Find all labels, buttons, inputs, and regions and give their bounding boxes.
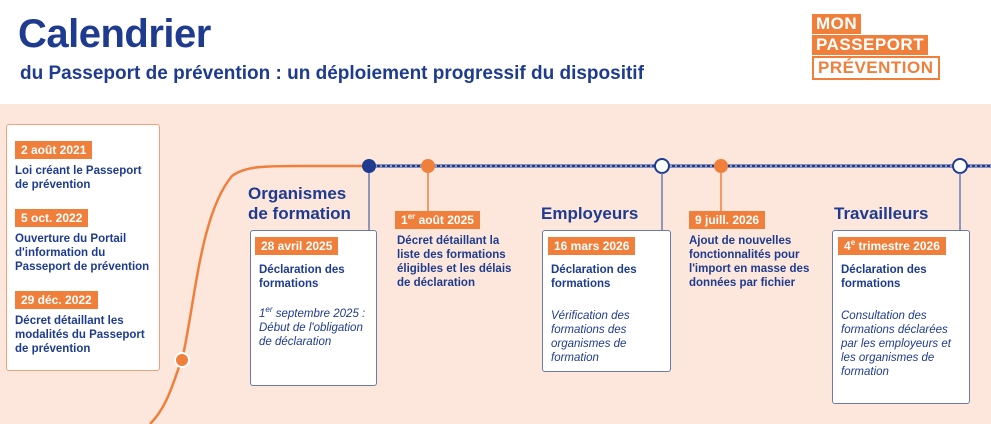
ajout-date: 9 juill. 2026 <box>689 211 766 229</box>
organismes-date: 28 avril 2025 <box>255 237 339 255</box>
organismes-note-sup: er <box>265 305 273 315</box>
employeurs-text: Déclaration des formations <box>551 264 637 290</box>
organismes-text: Déclaration des formations <box>259 264 345 290</box>
organismes-heading: Organismes de formation <box>248 184 351 224</box>
history-item-2: 5 oct. 2022 Ouverture du Portail d'infor… <box>15 209 155 274</box>
history-date-1: 2 août 2021 <box>15 141 93 159</box>
travailleurs-date: 4e trimestre 2026 <box>838 237 946 255</box>
decret-date-rest: août 2025 <box>418 213 474 227</box>
logo-line-2: PASSEPORT <box>812 35 929 55</box>
decret-text: Décret détaillant la liste des formation… <box>397 235 512 289</box>
employeurs-card: 16 mars 2026 Déclaration des formations … <box>542 230 671 372</box>
dot-history <box>174 352 190 368</box>
history-text-2: Ouverture du Portail d'information du Pa… <box>15 233 150 273</box>
dot-organismes <box>362 159 376 173</box>
dot-travailleurs <box>952 158 968 174</box>
passeport-logo: MON PASSEPORT PRÉVENTION <box>812 14 972 80</box>
dot-ajout <box>714 159 728 173</box>
decret-date-num: 1 <box>401 213 408 227</box>
organismes-card: 28 avril 2025 Déclaration des formations… <box>250 230 377 386</box>
timeline-curve <box>149 164 370 424</box>
logo-line-3: PRÉVENTION <box>812 56 940 80</box>
history-text-1: Loi créant le Passeport de prévention <box>15 165 142 191</box>
employeurs-heading: Employeurs <box>541 204 639 223</box>
history-card: 2 août 2021 Loi créant le Passeport de p… <box>6 124 160 371</box>
history-date-2: 5 oct. 2022 <box>15 209 89 227</box>
organismes-note-num: 1 <box>259 308 266 320</box>
organismes-heading-line2: de formation <box>248 204 351 223</box>
travailleurs-note: Consultation des formations déclarées pa… <box>841 310 951 378</box>
travailleurs-date-num: 4 <box>844 239 851 253</box>
timeline-graphic <box>149 158 991 424</box>
organismes-note: 1er septembre 2025 : Début de l'obligati… <box>259 305 373 349</box>
page-subtitle: du Passeport de prévention : un déploiem… <box>20 63 644 84</box>
dot-decret <box>421 159 435 173</box>
logo-line-1: MON <box>812 14 862 34</box>
history-date-3: 29 déc. 2022 <box>15 291 98 309</box>
organismes-heading-line1: Organismes <box>248 184 347 203</box>
timeline-band <box>0 104 991 424</box>
history-item-1: 2 août 2021 Loi créant le Passeport de p… <box>15 141 155 192</box>
travailleurs-heading: Travailleurs <box>834 204 929 223</box>
travailleurs-date-sup: e <box>850 238 856 247</box>
dot-employeurs <box>654 158 670 174</box>
history-item-3: 29 déc. 2022 Décret détaillant les modal… <box>15 291 155 356</box>
travailleurs-date-rest: trimestre 2026 <box>858 239 940 253</box>
travailleurs-card: 4e trimestre 2026 Déclaration des format… <box>832 230 970 404</box>
decret-date: 1er août 2025 <box>395 211 480 229</box>
page-title: Calendrier <box>18 12 211 56</box>
employeurs-note: Vérification des formations des organism… <box>551 310 630 364</box>
organismes-note-text: septembre 2025 : Début de l'obligation d… <box>259 308 366 348</box>
travailleurs-text: Déclaration des formations <box>841 264 927 290</box>
employeurs-date: 16 mars 2026 <box>548 237 636 255</box>
ajout-text: Ajout de nouvelles fonctionnalités pour … <box>689 235 810 289</box>
history-text-3: Décret détaillant les modalités du Passe… <box>15 315 145 355</box>
decret-date-sup: er <box>407 212 416 221</box>
